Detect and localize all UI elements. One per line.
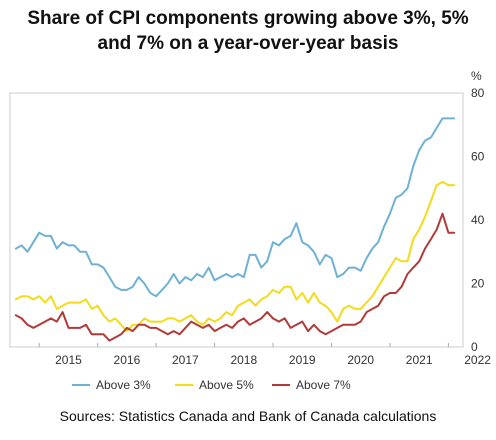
x-tick-label: 2020 — [347, 353, 374, 367]
x-tick-label: 2015 — [55, 353, 82, 367]
x-tick-label: 2016 — [114, 353, 141, 367]
source-note: Sources: Statistics Canada and Bank of C… — [59, 408, 437, 424]
y-tick-label: 80 — [471, 86, 485, 100]
legend-label-1: Above 3% — [96, 378, 151, 392]
y-axis: 0 20 40 60 80% — [471, 69, 485, 354]
chart-title-line-1: Share of CPI components growing above 3%… — [27, 8, 469, 29]
y-tick-label: 20 — [471, 277, 485, 291]
y-tick-label: 0 — [471, 340, 478, 354]
x-tick-label: 2019 — [289, 353, 316, 367]
chart-title-line-2: and 7% on a year-over-year basis — [97, 33, 399, 54]
x-tick-label: 2017 — [172, 353, 199, 367]
y-tick-label: 40 — [471, 213, 485, 227]
series-line-3 — [14, 212, 456, 342]
legend: Above 3% Above 5% Above 7% — [72, 378, 351, 392]
y-tick-label: 60 — [471, 150, 485, 164]
y-axis-unit: % — [471, 69, 482, 83]
x-tick-label: 2021 — [406, 353, 433, 367]
series-line-2 — [14, 180, 456, 333]
x-tick-label: 2022 — [464, 353, 491, 367]
series-line-1 — [14, 117, 456, 298]
legend-label-2: Above 5% — [199, 378, 254, 392]
x-axis: 2015 2016 2017 2018 2019 2020 2021 2022 — [38, 343, 491, 367]
x-tick-label: 2018 — [230, 353, 257, 367]
plot-frame — [9, 92, 464, 348]
legend-label-3: Above 7% — [296, 378, 351, 392]
chart-title: Share of CPI components growing above 3%… — [0, 6, 496, 56]
series-layer — [14, 117, 456, 342]
